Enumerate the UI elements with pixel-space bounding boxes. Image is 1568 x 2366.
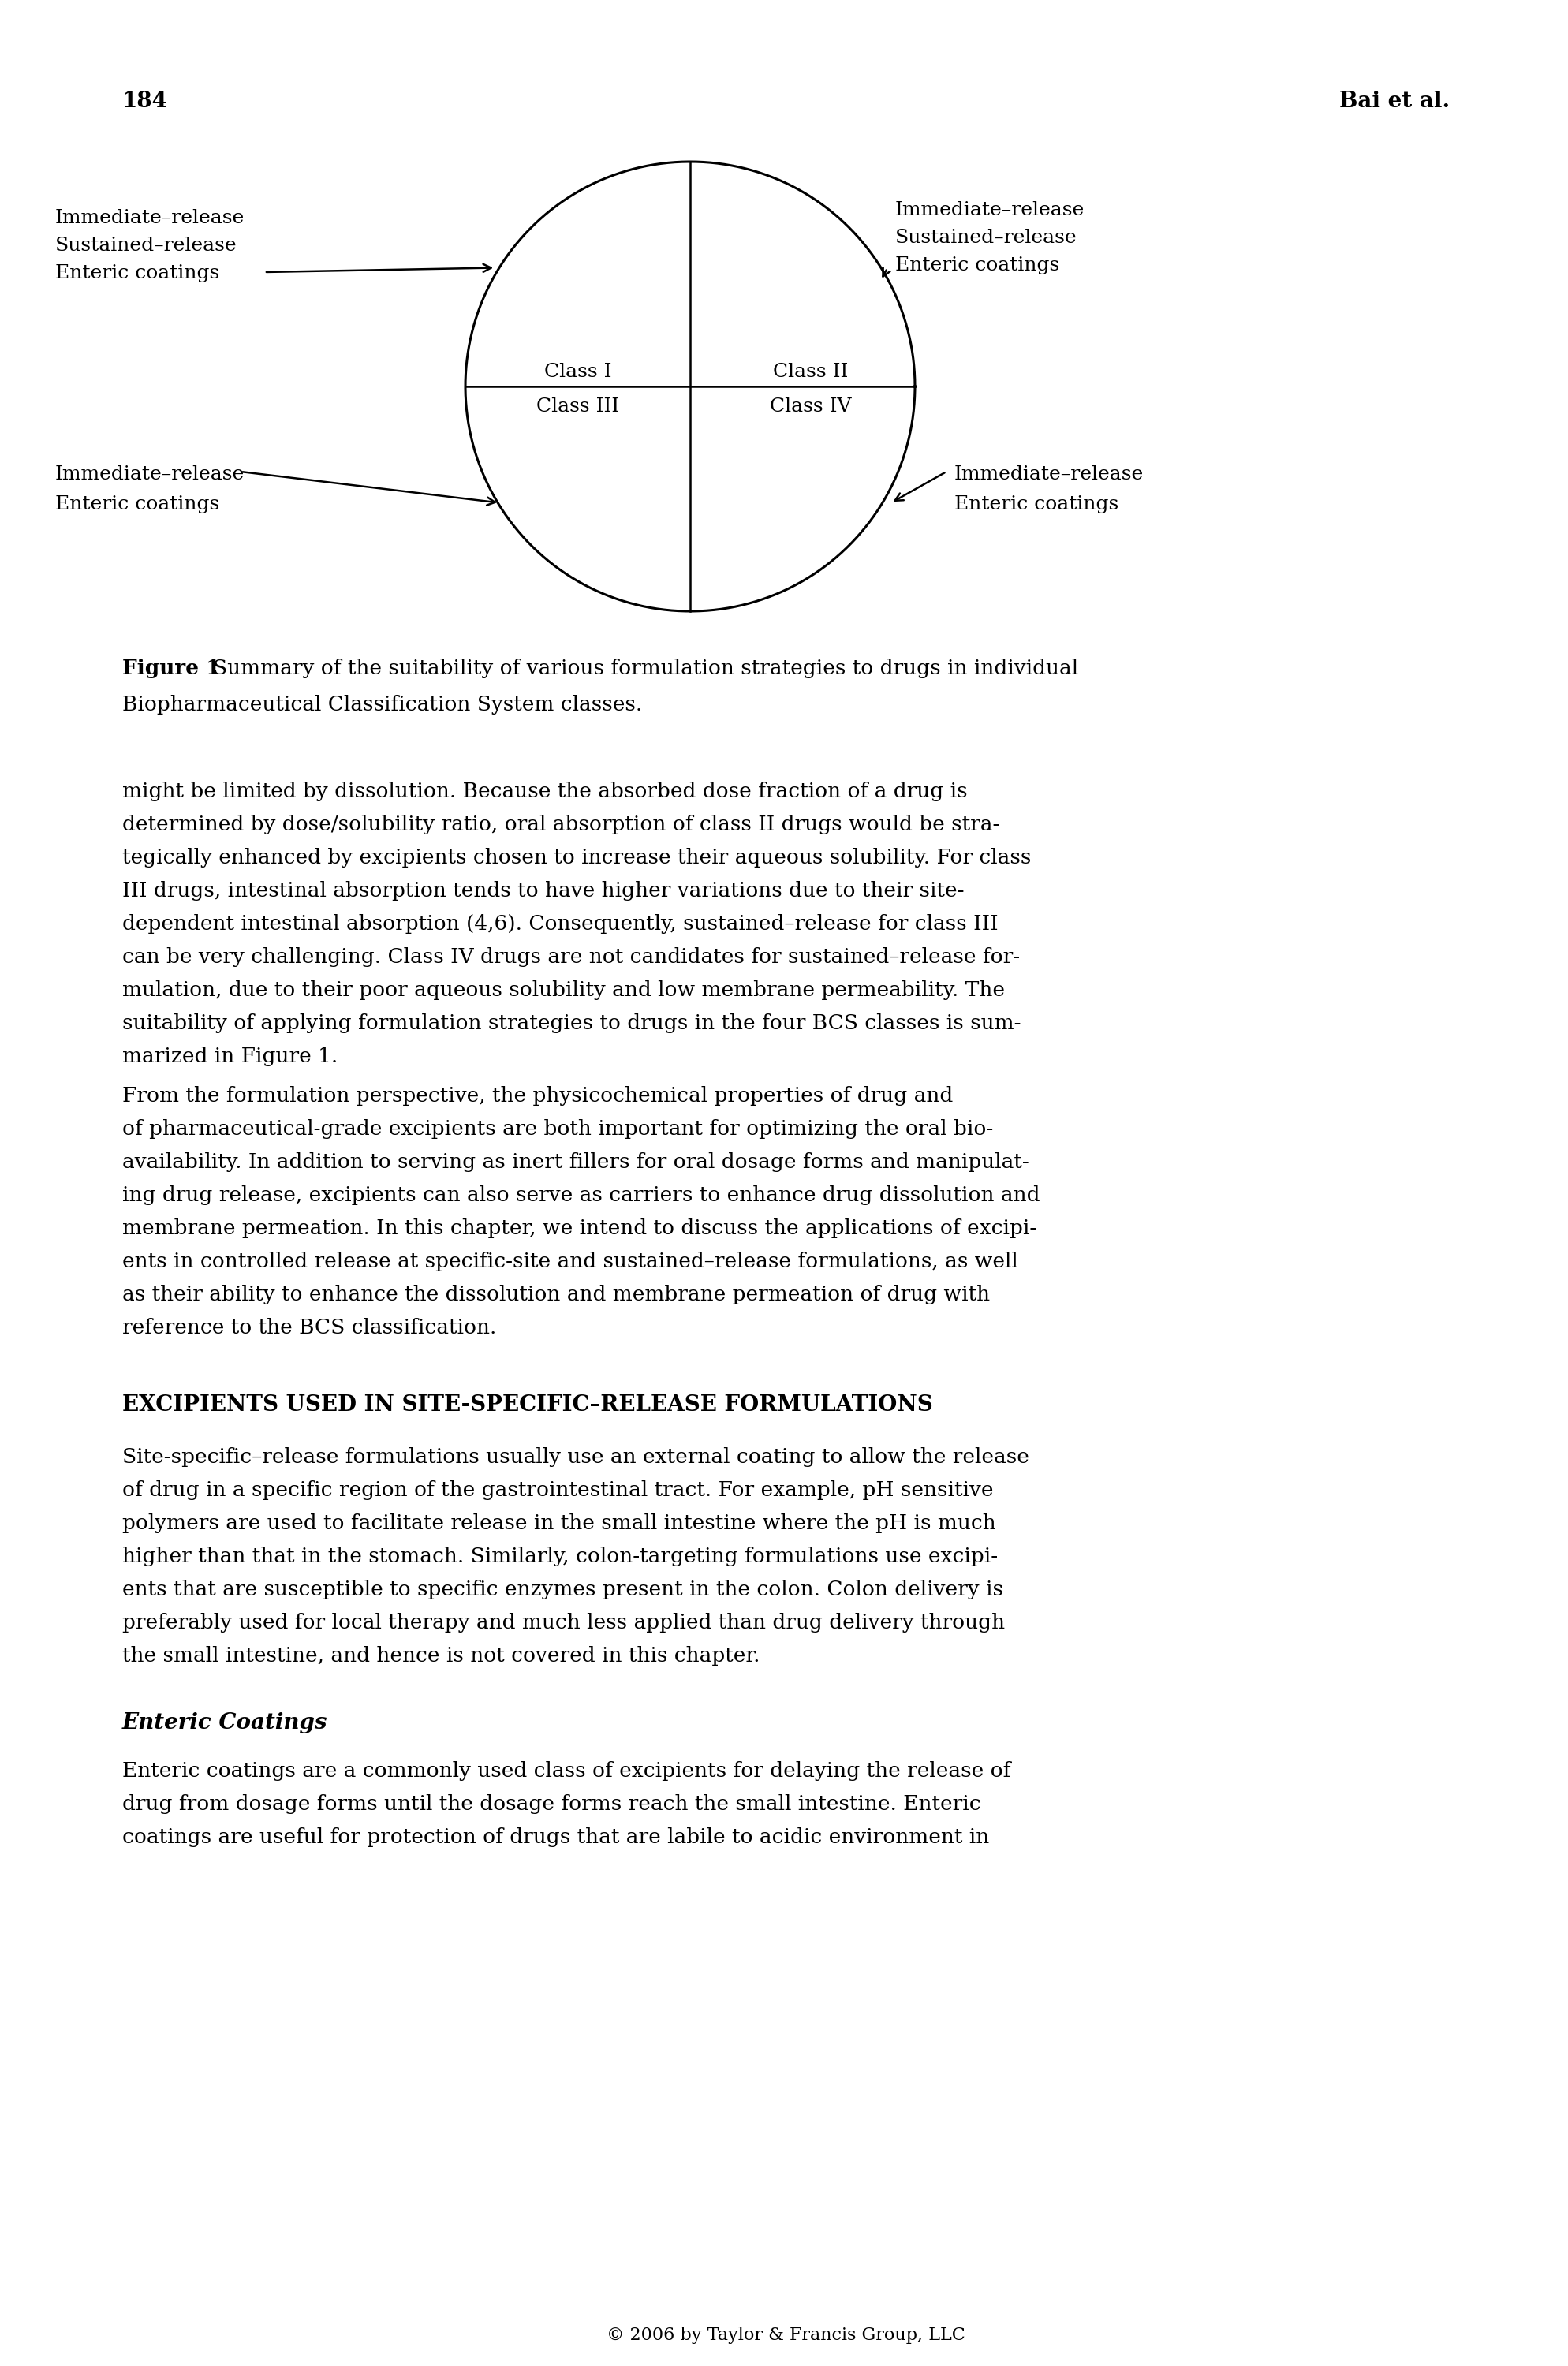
Text: Class II: Class II [773,364,848,381]
Text: Enteric Coatings: Enteric Coatings [122,1713,328,1734]
Text: Figure 1: Figure 1 [122,658,221,679]
Text: Sustained–release: Sustained–release [895,230,1077,246]
Text: III drugs, intestinal absorption tends to have higher variations due to their si: III drugs, intestinal absorption tends t… [122,880,964,901]
Text: polymers are used to facilitate release in the small intestine where the pH is m: polymers are used to facilitate release … [122,1514,996,1533]
Text: Summary of the suitability of various formulation strategies to drugs in individ: Summary of the suitability of various fo… [213,658,1079,679]
Text: of drug in a specific region of the gastrointestinal tract. For example, pH sens: of drug in a specific region of the gast… [122,1481,994,1500]
Text: dependent intestinal absorption (4,6). Consequently, sustained–release for class: dependent intestinal absorption (4,6). C… [122,913,999,935]
Text: Enteric coatings: Enteric coatings [55,265,220,282]
Text: reference to the BCS classification.: reference to the BCS classification. [122,1318,497,1337]
Text: availability. In addition to serving as inert fillers for oral dosage forms and : availability. In addition to serving as … [122,1152,1029,1171]
Text: Bai et al.: Bai et al. [1339,90,1450,111]
Text: Class I: Class I [544,364,612,381]
Text: might be limited by dissolution. Because the absorbed dose fraction of a drug is: might be limited by dissolution. Because… [122,781,967,802]
Text: marized in Figure 1.: marized in Figure 1. [122,1046,337,1067]
Text: tegically enhanced by excipients chosen to increase their aqueous solubility. Fo: tegically enhanced by excipients chosen … [122,847,1032,868]
Text: 184: 184 [122,90,168,111]
Text: Enteric coatings are a commonly used class of excipients for delaying the releas: Enteric coatings are a commonly used cla… [122,1760,1011,1782]
Text: Enteric coatings: Enteric coatings [895,256,1060,274]
Text: Immediate–release: Immediate–release [955,466,1145,483]
Text: drug from dosage forms until the dosage forms reach the small intestine. Enteric: drug from dosage forms until the dosage … [122,1793,982,1815]
Text: of pharmaceutical-grade excipients are both important for optimizing the oral bi: of pharmaceutical-grade excipients are b… [122,1119,993,1138]
Text: membrane permeation. In this chapter, we intend to discuss the applications of e: membrane permeation. In this chapter, we… [122,1218,1036,1237]
Text: ents that are susceptible to specific enzymes present in the colon. Colon delive: ents that are susceptible to specific en… [122,1580,1004,1599]
Text: Enteric coatings: Enteric coatings [955,494,1118,513]
Text: ing drug release, excipients can also serve as carriers to enhance drug dissolut: ing drug release, excipients can also se… [122,1185,1040,1204]
Text: Class III: Class III [536,397,619,416]
Text: as their ability to enhance the dissolution and membrane permeation of drug with: as their ability to enhance the dissolut… [122,1285,989,1304]
Text: suitability of applying formulation strategies to drugs in the four BCS classes : suitability of applying formulation stra… [122,1013,1021,1034]
Text: © 2006 by Taylor & Francis Group, LLC: © 2006 by Taylor & Francis Group, LLC [607,2326,966,2345]
Text: Immediate–release: Immediate–release [55,466,245,483]
Text: Immediate–release: Immediate–release [895,201,1085,220]
Text: the small intestine, and hence is not covered in this chapter.: the small intestine, and hence is not co… [122,1647,760,1666]
Text: coatings are useful for protection of drugs that are labile to acidic environmen: coatings are useful for protection of dr… [122,1827,989,1848]
Text: Biopharmaceutical Classification System classes.: Biopharmaceutical Classification System … [122,696,643,715]
Text: preferably used for local therapy and much less applied than drug delivery throu: preferably used for local therapy and mu… [122,1614,1005,1633]
Text: Enteric coatings: Enteric coatings [55,494,220,513]
Text: From the formulation perspective, the physicochemical properties of drug and: From the formulation perspective, the ph… [122,1086,953,1105]
Text: ents in controlled release at specific-site and sustained–release formulations, : ents in controlled release at specific-s… [122,1252,1018,1271]
Text: can be very challenging. Class IV drugs are not candidates for sustained–release: can be very challenging. Class IV drugs … [122,946,1019,968]
Text: EXCIPIENTS USED IN SITE-SPECIFIC–RELEASE FORMULATIONS: EXCIPIENTS USED IN SITE-SPECIFIC–RELEASE… [122,1394,933,1415]
Text: Site-specific–release formulations usually use an external coating to allow the : Site-specific–release formulations usual… [122,1448,1029,1467]
Text: mulation, due to their poor aqueous solubility and low membrane permeability. Th: mulation, due to their poor aqueous solu… [122,980,1005,1001]
Text: Class IV: Class IV [770,397,851,416]
Text: higher than that in the stomach. Similarly, colon-targeting formulations use exc: higher than that in the stomach. Similar… [122,1547,997,1566]
Text: Immediate–release: Immediate–release [55,208,245,227]
Text: Sustained–release: Sustained–release [55,237,237,256]
Text: determined by dose/solubility ratio, oral absorption of class II drugs would be : determined by dose/solubility ratio, ora… [122,814,1000,835]
